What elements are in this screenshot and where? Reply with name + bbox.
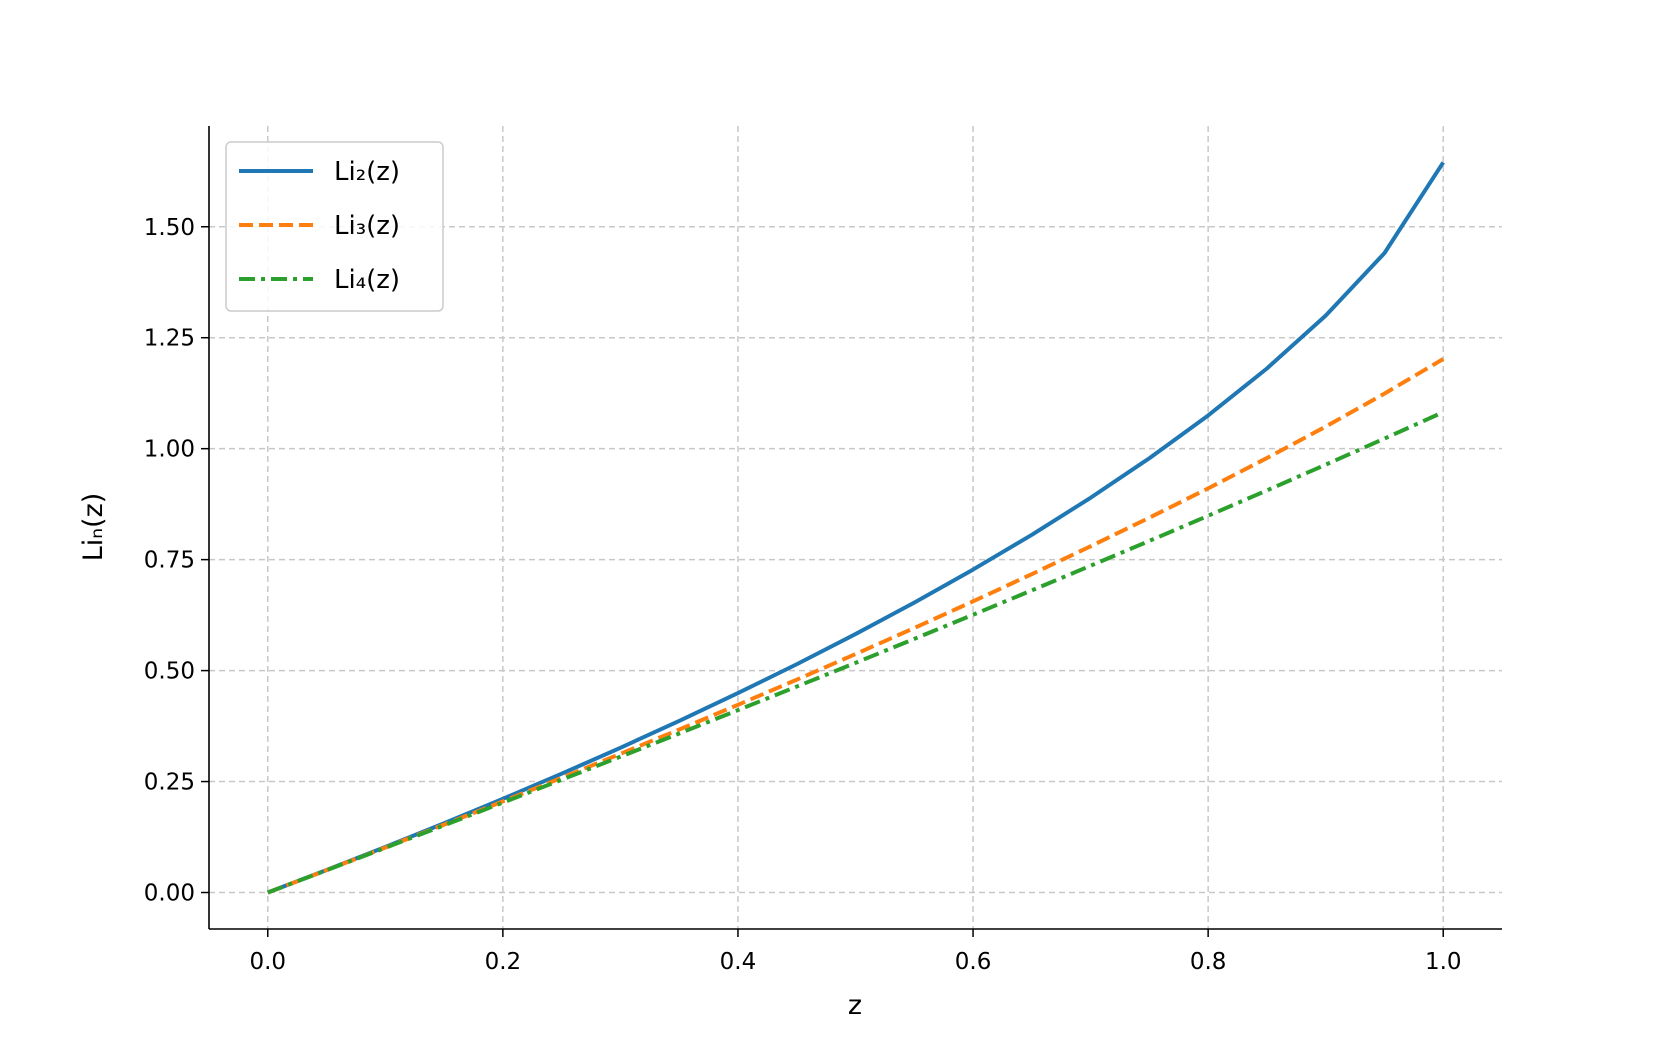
x-tick-label: 0.4: [720, 949, 757, 975]
x-tick-label: 0.8: [1190, 949, 1227, 975]
x-tick-label: 1.0: [1425, 949, 1462, 975]
x-tick-label: 0.0: [249, 949, 286, 975]
series-line: [267, 357, 1445, 895]
legend-label: Li₃(z): [334, 211, 400, 241]
legend-label: Li₄(z): [334, 265, 400, 295]
y-tick-label: 1.00: [144, 437, 195, 463]
y-tick-label: 1.25: [144, 326, 195, 352]
y-tick-label: 0.00: [144, 881, 195, 907]
y-tick-label: 1.50: [144, 215, 195, 241]
x-axis-label: z: [848, 990, 862, 1021]
x-tick-label: 0.6: [955, 949, 992, 975]
y-tick-label: 0.25: [144, 770, 195, 796]
legend: Li₂(z) Li₃(z) Li₄(z): [225, 141, 444, 312]
series-line: [267, 410, 1445, 895]
x-tick-label: 0.2: [485, 949, 522, 975]
y-tick-label: 0.50: [144, 659, 195, 685]
legend-box: [225, 141, 444, 312]
series-line: [267, 161, 1445, 895]
legend-label: Li₂(z): [334, 157, 400, 187]
y-tick-label: 0.75: [144, 548, 195, 574]
y-axis-label: Liₙ(z): [78, 493, 109, 562]
